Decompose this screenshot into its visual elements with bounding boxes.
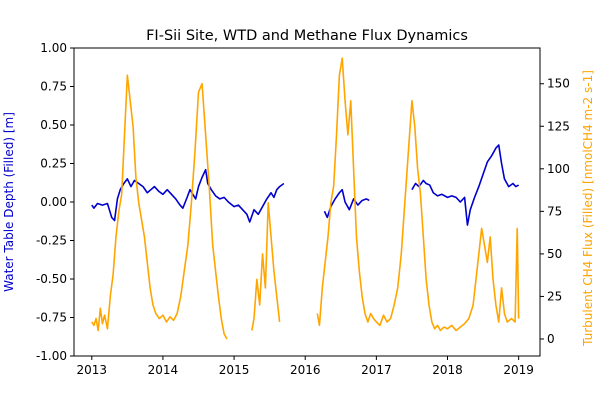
series-layer — [91, 57, 520, 340]
x-tick-label: 2017 — [361, 363, 392, 377]
y-left-tick-label: -0.25 — [36, 234, 67, 248]
x-tick-label: 2014 — [148, 363, 179, 377]
x-tick-label: 2015 — [219, 363, 250, 377]
y-right-tick-label: 25 — [547, 289, 562, 303]
y-right-tick-label: 0 — [547, 332, 555, 346]
y-axis-left: -1.00 -0.75 -0.50 -0.25 0.00 0.25 0.50 0.75 1.00 — [36, 41, 74, 363]
y-left-tick-label: 0.50 — [40, 118, 67, 132]
y-right-tick-label: 100 — [547, 162, 570, 176]
y-left-tick-label: -0.75 — [36, 311, 67, 325]
series-right-segment-2 — [316, 57, 520, 332]
x-tick-label: 2013 — [77, 363, 108, 377]
series-right-segment-0 — [91, 74, 228, 340]
y-right-tick-label: 125 — [547, 119, 570, 133]
y-left-tick-label: 0.00 — [40, 195, 67, 209]
y-left-tick-label: 0.25 — [40, 157, 67, 171]
y-left-tick-label: 1.00 — [40, 41, 67, 55]
y-axis-right-label: Turbulent CH4 Flux (Filled) [nmolCH4 m-2… — [581, 70, 595, 347]
series-left-segment-2 — [411, 144, 520, 226]
y-right-tick-label: 75 — [547, 204, 562, 218]
y-right-tick-label: 150 — [547, 77, 570, 91]
y-left-tick-label: 0.75 — [40, 80, 67, 94]
y-axis-right: 0 25 50 75 100 125 150 — [540, 77, 570, 346]
x-tick-label: 2019 — [503, 363, 534, 377]
series-right-segment-1 — [251, 202, 281, 331]
plot-frame — [73, 47, 541, 357]
x-tick-label: 2018 — [432, 363, 463, 377]
y-axis-left-label: Water Table Depth (Filled) [m] — [2, 112, 16, 292]
y-left-tick-label: -1.00 — [36, 349, 67, 363]
x-tick-label: 2016 — [290, 363, 321, 377]
y-left-tick-label: -0.50 — [36, 272, 67, 286]
chart-title: FI-Sii Site, WTD and Methane Flux Dynami… — [146, 28, 468, 44]
y-right-tick-label: 50 — [547, 247, 562, 261]
series-left-segment-0 — [91, 168, 285, 223]
x-axis: 2013 2014 2015 2016 2017 2018 2019 — [77, 356, 534, 377]
